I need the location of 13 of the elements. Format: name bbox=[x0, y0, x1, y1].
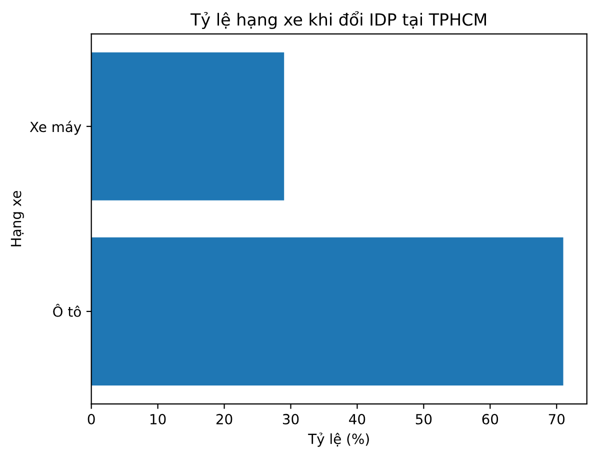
x-axis-title: Tỷ lệ (%) bbox=[308, 432, 369, 447]
y-tick-label: Ô tô bbox=[53, 304, 81, 317]
y-tick-label: Xe máy bbox=[30, 120, 82, 135]
x-tick-label: 10 bbox=[150, 414, 166, 424]
x-tick-label: 20 bbox=[216, 414, 232, 424]
x-tick-label: 30 bbox=[282, 414, 299, 424]
x-tick-label: 0 bbox=[88, 414, 95, 424]
chart-title: Tỷ lệ hạng xe khi đổi IDP tại TPHCM bbox=[190, 11, 486, 30]
x-tick-label: 50 bbox=[416, 414, 432, 424]
x-tick-label: 40 bbox=[349, 414, 366, 424]
y-axis-title: Hạng xe bbox=[10, 191, 24, 246]
x-tick-label: 60 bbox=[482, 414, 498, 424]
x-tick-label: 70 bbox=[548, 414, 565, 424]
